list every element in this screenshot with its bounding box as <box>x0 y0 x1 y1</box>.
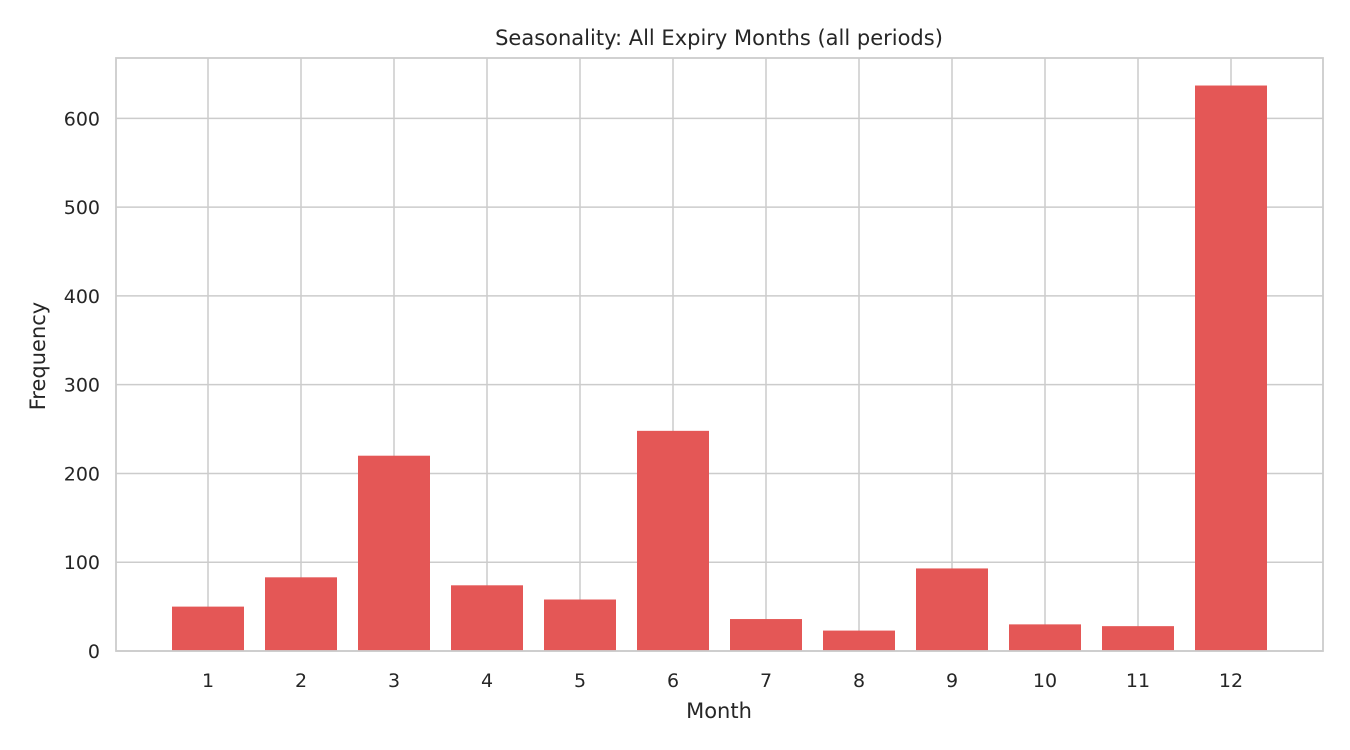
y-tick-label: 400 <box>64 286 100 308</box>
y-axis-label: Frequency <box>26 302 50 411</box>
x-tick-label: 7 <box>760 670 772 692</box>
bar-month-5 <box>544 599 616 651</box>
x-tick-label: 2 <box>295 670 307 692</box>
y-tick-label: 0 <box>88 641 100 663</box>
y-tick-label: 500 <box>64 197 100 219</box>
y-tick-label: 200 <box>64 463 100 485</box>
plot-frame <box>115 57 1324 652</box>
x-tick-label: 10 <box>1033 670 1057 692</box>
bar-month-4 <box>451 585 523 651</box>
bar-month-10 <box>1009 624 1081 651</box>
x-tick-labels: 1 2 3 4 5 6 7 8 9 10 11 12 <box>202 670 1243 692</box>
x-tick-label: 1 <box>202 670 214 692</box>
y-tick-label: 600 <box>64 108 100 130</box>
bar-month-1 <box>172 606 244 651</box>
y-tick-labels: 0 100 200 300 400 500 600 <box>64 108 100 663</box>
x-tick-label: 9 <box>946 670 958 692</box>
y-tick-label: 300 <box>64 375 100 397</box>
bar-month-8 <box>823 630 895 651</box>
x-tick-label: 8 <box>853 670 865 692</box>
x-tick-label: 5 <box>574 670 586 692</box>
bar-month-11 <box>1102 626 1174 651</box>
bar-month-7 <box>730 619 802 651</box>
bar-month-9 <box>916 568 988 651</box>
bar-month-3 <box>358 455 430 651</box>
x-tick-label: 3 <box>388 670 400 692</box>
y-tick-label: 100 <box>64 552 100 574</box>
chart-title: Seasonality: All Expiry Months (all peri… <box>495 26 943 50</box>
x-axis-label: Month <box>686 699 752 723</box>
grid-lines <box>116 58 1323 652</box>
x-tick-label: 6 <box>667 670 679 692</box>
bar-month-6 <box>637 430 709 651</box>
bar-month-2 <box>265 577 337 651</box>
bar-month-12 <box>1195 85 1267 651</box>
x-tick-label: 4 <box>481 670 493 692</box>
x-tick-label: 11 <box>1126 670 1150 692</box>
bars <box>172 85 1267 651</box>
x-tick-label: 12 <box>1219 670 1243 692</box>
